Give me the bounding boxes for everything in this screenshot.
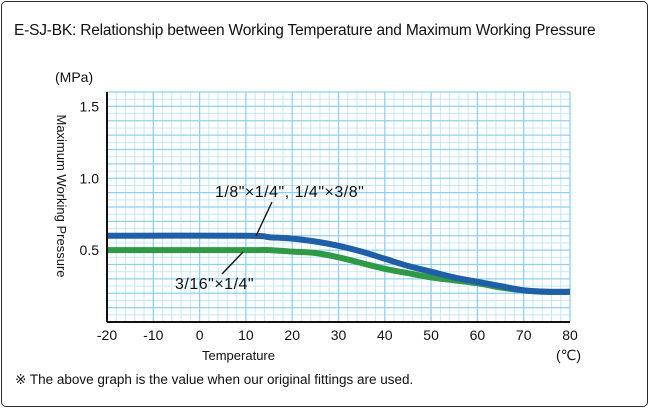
- y-unit-label: (MPa): [55, 69, 93, 85]
- y-axis-title: Maximum Working Pressure: [54, 114, 69, 277]
- axes: [106, 92, 570, 323]
- chart-title: E-SJ-BK: Relationship between Working Te…: [14, 22, 596, 39]
- series-line-0: [106, 232, 571, 295]
- y-tick-label: 1.5: [80, 98, 100, 114]
- x-tick-label: 70: [516, 327, 532, 343]
- x-tick-label: -20: [97, 327, 117, 343]
- x-tick-label: 50: [423, 327, 439, 343]
- annotation-leader-green: [221, 251, 244, 275]
- x-unit-label: (℃): [556, 347, 581, 363]
- series-label-blue: 1/8"×1/4", 1/4"×3/8": [215, 184, 364, 201]
- annotation-leader-blue: [255, 201, 273, 237]
- series-label-green: 3/16"×1/4": [175, 276, 254, 293]
- x-tick-label: 0: [196, 327, 204, 343]
- x-tick-label: 40: [377, 327, 393, 343]
- x-tick-label: 20: [284, 327, 300, 343]
- x-tick-label: 10: [238, 327, 254, 343]
- x-tick-label: 60: [470, 327, 486, 343]
- x-tick-label: -10: [143, 327, 163, 343]
- y-tick-label: 0.5: [80, 242, 100, 258]
- x-tick-labels: -20 -10 0 10 20 30 40 50 60 70 80: [97, 327, 578, 343]
- x-axis-title: Temperature: [202, 348, 275, 363]
- series-annotations: 1/8"×1/4", 1/4"×3/8" 3/16"×1/4": [175, 184, 364, 293]
- y-tick-label: 1.0: [80, 170, 100, 186]
- series-lines: [106, 232, 571, 295]
- y-tick-labels: 0.5 1.0 1.5: [80, 98, 100, 258]
- x-tick-label: 80: [562, 327, 578, 343]
- footnote: ※ The above graph is the value when our …: [15, 372, 414, 387]
- x-tick-label: 30: [331, 327, 347, 343]
